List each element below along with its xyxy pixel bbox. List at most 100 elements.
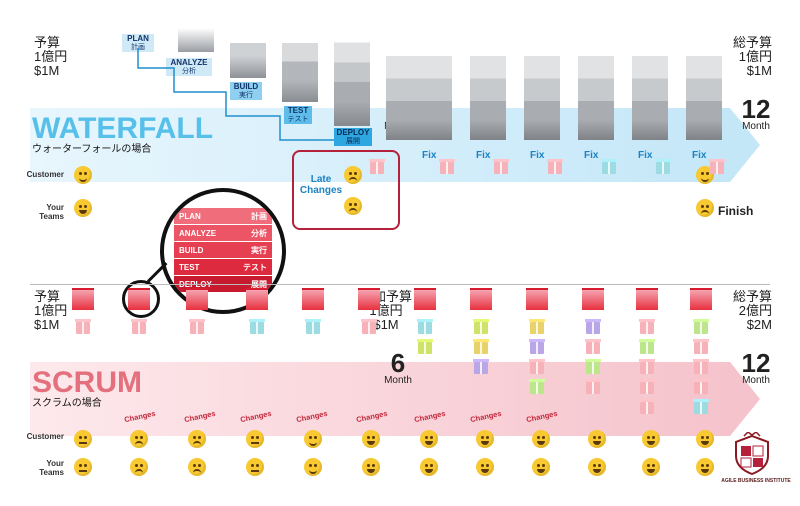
fix-label: Fix [584,150,599,161]
scrum-gift [530,322,544,334]
scrum-gift [76,322,90,334]
scrum-face [130,430,148,448]
scrum-sprint-bar [526,288,548,310]
scrum-sprint-bar [636,288,658,310]
scrum-sprint-bar [246,288,268,310]
waterfall-bar-repeat [524,28,560,140]
scrum-face [532,430,550,448]
scrum-face [696,430,714,448]
scrum-face [130,458,148,476]
legend-jp: 実行 [251,245,267,255]
late-changes-gift [370,162,384,174]
scrum-arrow [30,362,730,436]
scrum-face [246,430,264,448]
legend-row: ANALYZE 分析 [174,225,272,241]
scrum-gift [418,342,432,354]
scrum-face [476,458,494,476]
scrum-sprint-bar [690,288,712,310]
scrum-6-month: 6 [390,348,406,378]
scrum-face [362,430,380,448]
scrum-arrow-head [730,362,760,436]
scrum-title: SCRUM [32,366,142,399]
waterfall-bar-repeat [470,28,506,140]
waterfall-bar-repeat [416,28,452,140]
scrum-face [188,458,206,476]
scrum-gift [694,402,708,414]
scrum-gift [694,382,708,394]
fix-gift [494,162,508,174]
scrum-gift [694,362,708,374]
scrum-sprint-bar [470,288,492,310]
waterfall-subtitle: ウォーターフォールの場合 [32,144,152,155]
scrum-face [74,458,92,476]
scrum-gift [530,362,544,374]
legend-label: TEST [179,262,200,272]
scrum-gift [694,342,708,354]
scrum-gift [306,322,320,334]
scrum-face [188,430,206,448]
late-changes-face-1 [344,166,362,184]
legend-row: PLAN 計画 [174,208,272,224]
fix-gift [440,162,454,174]
scrum-sprint-bar [358,288,380,310]
scrum-gift [132,322,146,334]
scrum-gift [640,362,654,374]
scrum-face [476,430,494,448]
scrum-face [246,458,264,476]
scrum-face [588,430,606,448]
legend-row: BUILD 実行 [174,242,272,258]
step-connector [137,48,334,141]
waterfall-arrow-head [730,108,760,182]
late-changes-label: Late Changes [299,174,343,196]
step-analyze: ANALYZE 分析 [166,58,212,76]
legend-jp: 分析 [251,228,267,238]
fix-gift [710,162,724,174]
scrum-face [304,430,322,448]
legend-circle: PLAN 計画 ANALYZE 分析 BUILD 実行 TEST テスト DEPLOY 展開 [160,188,286,314]
fix-label: Fix [530,150,545,161]
agile-institute-logo [732,431,772,476]
waterfall-row-customer: Customer [26,170,64,179]
step-build: BUILD 実行 [230,82,262,100]
scrum-budget-end: 総予算 2億円 $2M [732,289,772,332]
waterfall-bar-repeat [686,28,722,140]
late-changes-face-2 [344,197,362,215]
waterfall-title: WATERFALL [32,112,214,145]
waterfall-teams-face [74,199,92,217]
waterfall-row-teams: Your Teams [39,203,64,221]
scrum-gift [474,342,488,354]
scrum-sprint-bar [72,288,94,310]
waterfall-teams-face-end [696,199,714,217]
scrum-gift [586,362,600,374]
scrum-gift [640,402,654,414]
scrum-face [642,458,660,476]
scrum-subtitle: スクラムの場合 [32,398,102,409]
scrum-face [74,430,92,448]
scrum-budget-start: 予算 1億円 $1M [34,289,68,332]
scrum-gift [640,342,654,354]
waterfall-budget-start: 予算 1億円 $1M [34,35,68,78]
waterfall-bar-analyze [230,28,266,78]
legend-label: ANALYZE [179,228,217,238]
scrum-sprint-bar [414,288,436,310]
scrum-gift [640,322,654,334]
waterfall-bar-plan [178,28,214,52]
fix-label: Fix [476,150,491,161]
waterfall-customer-face [74,166,92,184]
fix-label: Fix [638,150,653,161]
fix-gift [656,162,670,174]
scrum-face [532,458,550,476]
waterfall-budget-end: 総予算 1億円 $1M [732,35,772,78]
scrum-face [696,458,714,476]
shield-icon [735,431,769,476]
scrum-gift [362,322,376,334]
logo-text: AGILE BUSINESS INSTITUTE [721,478,791,484]
legend-label: PLAN [179,211,201,221]
scrum-gift [586,322,600,334]
legend-zoom-circle [122,280,160,318]
finish-label: Finish [718,204,754,218]
scrum-face [304,458,322,476]
fix-gift [602,162,616,174]
scrum-gift [474,322,488,334]
scrum-top-line [30,284,770,285]
